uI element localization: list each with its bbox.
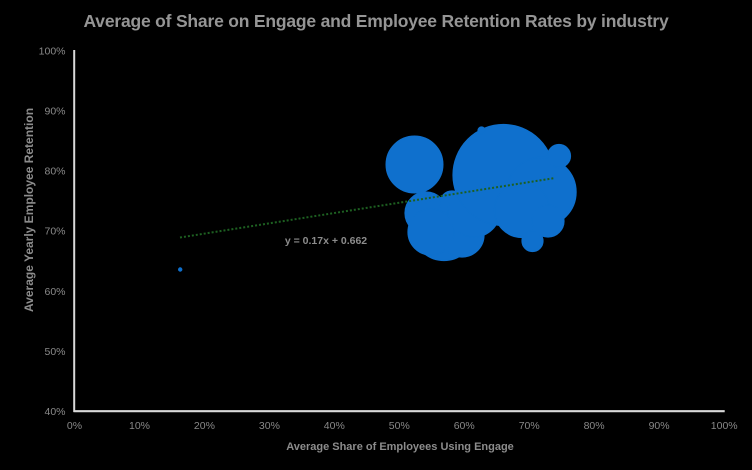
svg-text:20%: 20% bbox=[194, 420, 215, 432]
svg-text:40%: 40% bbox=[44, 406, 65, 418]
svg-text:80%: 80% bbox=[584, 420, 605, 432]
svg-text:90%: 90% bbox=[44, 106, 65, 118]
svg-text:100%: 100% bbox=[39, 46, 66, 58]
svg-text:60%: 60% bbox=[454, 420, 475, 432]
svg-text:0%: 0% bbox=[67, 420, 82, 432]
svg-text:60%: 60% bbox=[44, 286, 65, 298]
svg-text:100%: 100% bbox=[711, 420, 738, 432]
svg-text:50%: 50% bbox=[44, 346, 65, 358]
svg-text:70%: 70% bbox=[519, 420, 540, 432]
svg-text:y = 0.17x + 0.662: y = 0.17x + 0.662 bbox=[285, 235, 367, 247]
svg-text:30%: 30% bbox=[259, 420, 280, 432]
svg-text:80%: 80% bbox=[44, 166, 65, 178]
svg-text:50%: 50% bbox=[389, 420, 410, 432]
svg-text:Average Yearly Employee Retent: Average Yearly Employee Retention bbox=[22, 108, 36, 312]
svg-text:10%: 10% bbox=[129, 420, 150, 432]
svg-text:Average of Share on Engage and: Average of Share on Engage and Employee … bbox=[84, 11, 669, 31]
svg-text:40%: 40% bbox=[324, 420, 345, 432]
svg-text:70%: 70% bbox=[44, 226, 65, 238]
svg-text:90%: 90% bbox=[649, 420, 670, 432]
svg-text:Average Share of Employees Usi: Average Share of Employees Using Engage bbox=[286, 441, 514, 453]
